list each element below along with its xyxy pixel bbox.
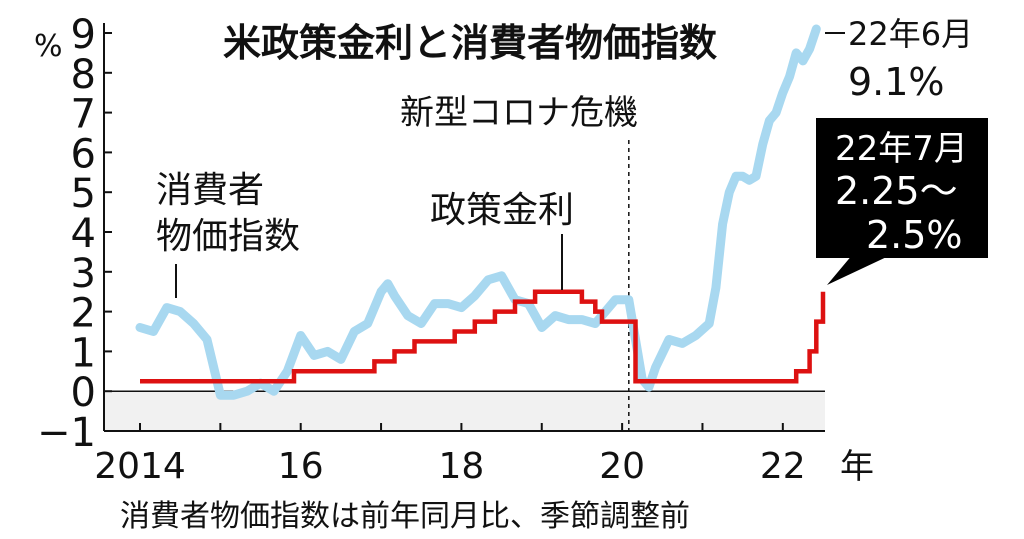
- x-ticks: 2014 16 18 20 22: [94, 423, 806, 487]
- series-label-policy-rate: 政策金利: [430, 190, 574, 231]
- y-tick-label: 6: [71, 131, 96, 177]
- rate-latest-callout: 22年7月 2.25〜 2.5%: [816, 118, 988, 285]
- cpi-latest-date: 22年6月: [848, 15, 973, 53]
- chart-title: 米政策金利と消費者物価指数: [223, 21, 717, 65]
- x-tick-label: 22: [760, 446, 806, 487]
- rate-callout-pointer: [827, 254, 893, 285]
- y-tick-label: 4: [71, 211, 96, 257]
- y-tick-label: −1: [37, 410, 96, 456]
- series-line-cpi: [135, 24, 821, 400]
- x-tick-label: 16: [278, 446, 324, 487]
- y-tick-label: 9: [71, 12, 96, 58]
- cpi-latest-value: 9.1%: [848, 60, 945, 104]
- y-tick-label: 5: [71, 171, 96, 217]
- x-tick-label: 20: [599, 446, 645, 487]
- y-unit-label: %: [34, 29, 63, 64]
- rate-latest-range: 2.25〜: [835, 169, 958, 213]
- y-tick-label: 3: [71, 251, 96, 297]
- rate-latest-date: 22年7月: [835, 129, 968, 169]
- covid-annotation: 新型コロナ危機: [400, 93, 638, 133]
- rate-latest-value: 2.5%: [866, 213, 963, 257]
- rate-callout-box: [816, 118, 988, 258]
- negative-band: [104, 391, 825, 431]
- footnote: 消費者物価指数は前年同月比、季節調整前: [120, 499, 690, 534]
- y-tick-label: 7: [71, 92, 96, 138]
- y-tick-label: 0: [71, 370, 96, 416]
- x-tick-label: 2014: [94, 446, 186, 487]
- y-tick-label: 2: [71, 291, 96, 337]
- x-tick-label: 18: [439, 446, 485, 487]
- x-unit-label: 年: [840, 447, 874, 487]
- series-label-cpi-line2: 物価指数: [156, 216, 300, 257]
- series-line-policy-rate: [140, 289, 826, 384]
- y-tick-label: 8: [71, 52, 96, 98]
- series-label-cpi-line1: 消費者: [156, 170, 264, 211]
- y-tick-label: 1: [71, 330, 96, 376]
